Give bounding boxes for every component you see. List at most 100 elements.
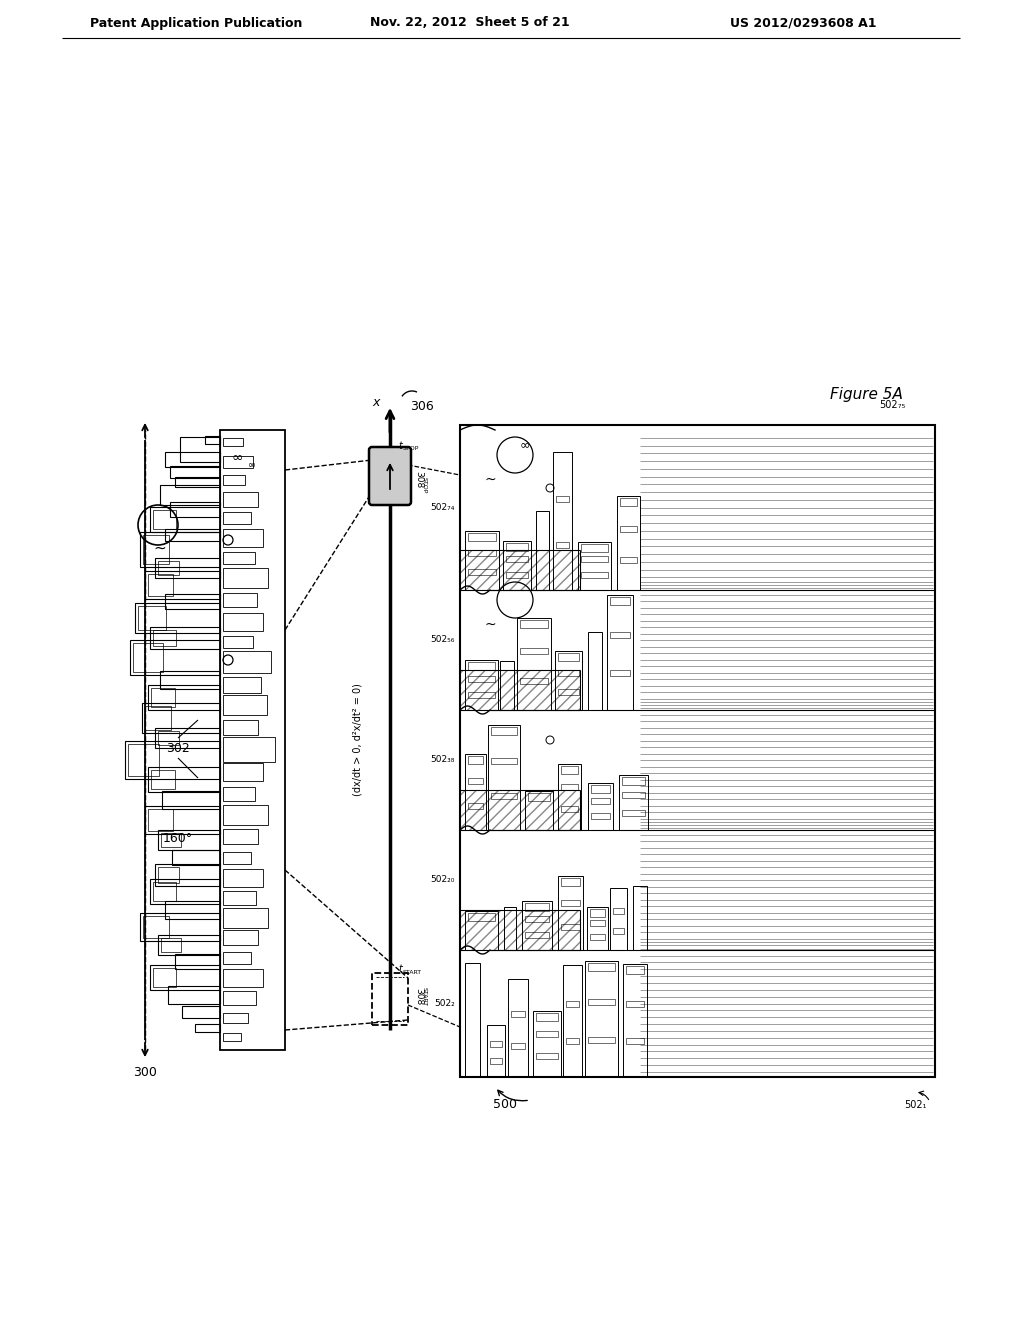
Bar (223, 991, 256, 1005)
Bar (511, 1043, 525, 1049)
Bar (223, 512, 251, 524)
Bar (223, 529, 263, 546)
Bar (223, 851, 251, 865)
Text: 502₂₀: 502₂₀ (431, 875, 455, 884)
Bar (142, 704, 220, 733)
Bar (133, 643, 163, 672)
Bar (468, 676, 495, 682)
Bar (135, 603, 220, 634)
Bar (610, 888, 627, 950)
Bar (148, 685, 220, 710)
Bar (588, 964, 615, 972)
Bar (610, 597, 630, 605)
Bar (223, 651, 271, 673)
Bar (558, 689, 579, 696)
Text: Figure 5A: Figure 5A (830, 388, 903, 403)
Bar (581, 544, 608, 552)
Bar (223, 763, 263, 781)
Bar (205, 436, 220, 444)
Bar (165, 594, 220, 609)
Bar (150, 965, 220, 990)
Text: 502₅₆: 502₅₆ (431, 635, 455, 644)
Bar (525, 932, 549, 939)
Bar (143, 916, 169, 939)
Text: 502₁: 502₁ (904, 1100, 927, 1110)
Bar (153, 630, 176, 645)
Bar (223, 869, 263, 887)
Bar (158, 561, 179, 576)
Bar (558, 764, 581, 830)
Bar (161, 939, 181, 952)
Bar (140, 532, 220, 568)
Bar (153, 882, 176, 902)
Bar (536, 1012, 558, 1020)
Bar (558, 671, 579, 676)
Bar (223, 1034, 241, 1041)
Text: STOP: STOP (422, 477, 427, 494)
Bar (148, 809, 173, 832)
FancyBboxPatch shape (369, 447, 411, 506)
Bar (125, 741, 220, 779)
Bar (517, 618, 551, 710)
Bar (511, 1011, 525, 1016)
Bar (460, 550, 580, 590)
Bar (155, 865, 220, 886)
Bar (585, 961, 618, 1077)
Bar (468, 569, 496, 576)
Bar (588, 632, 602, 710)
Bar (223, 787, 255, 801)
Bar (591, 813, 610, 818)
Bar (465, 660, 498, 710)
Bar (487, 1026, 505, 1077)
Bar (622, 777, 645, 785)
Bar (561, 807, 578, 812)
Text: 502₇₅: 502₇₅ (879, 400, 905, 411)
Bar (145, 807, 220, 834)
Bar (148, 767, 220, 792)
Bar (153, 510, 176, 529)
Text: 306: 306 (410, 400, 434, 413)
Bar (613, 928, 624, 935)
Bar (182, 1006, 220, 1018)
Bar (534, 1011, 561, 1077)
Bar (618, 775, 648, 830)
Bar (591, 785, 610, 793)
Bar (155, 558, 220, 578)
Bar (506, 572, 528, 578)
Bar (581, 572, 608, 578)
Bar (591, 799, 610, 804)
Bar (613, 908, 624, 913)
Bar (506, 556, 528, 562)
Bar (620, 525, 637, 532)
Bar (151, 770, 175, 789)
Bar (525, 903, 549, 911)
Bar (620, 557, 637, 564)
Bar (158, 935, 220, 954)
Bar (223, 612, 263, 631)
Bar (566, 1001, 579, 1007)
Text: 502₇₄: 502₇₄ (431, 503, 455, 512)
Bar (558, 876, 583, 950)
Bar (488, 725, 520, 830)
Bar (588, 999, 615, 1005)
Bar (165, 451, 220, 467)
Bar (168, 986, 220, 1005)
Bar (160, 671, 220, 689)
Text: 308: 308 (414, 471, 423, 488)
Text: 502₃₈: 502₃₈ (431, 755, 455, 764)
Bar (465, 531, 499, 590)
Text: ~: ~ (484, 473, 496, 487)
Bar (150, 879, 220, 904)
Bar (561, 784, 578, 789)
Bar (223, 891, 256, 906)
Bar (165, 529, 220, 541)
Bar (223, 696, 267, 715)
Bar (561, 766, 578, 774)
Bar (504, 907, 516, 950)
Bar (633, 886, 647, 950)
Text: START: START (422, 987, 427, 1007)
Bar (620, 498, 637, 506)
Bar (150, 507, 220, 532)
Text: t: t (398, 441, 401, 451)
Bar (165, 902, 220, 919)
